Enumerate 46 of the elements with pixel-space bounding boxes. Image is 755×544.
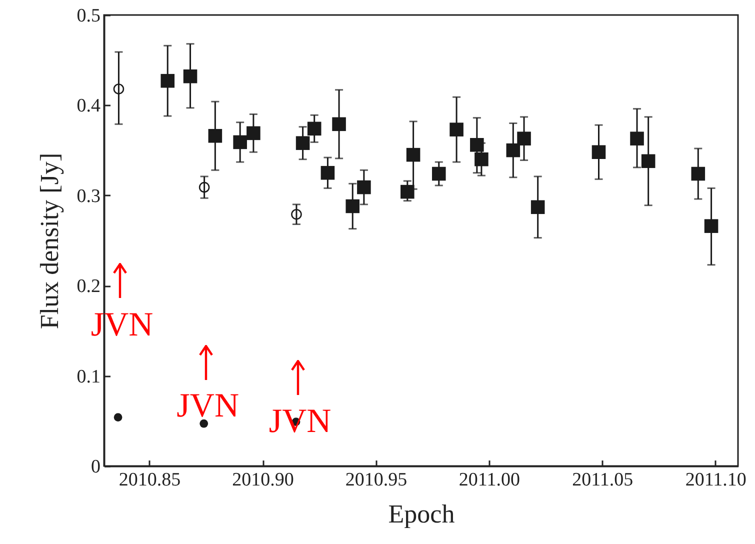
point bbox=[432, 166, 446, 181]
y-tick-label: 0.2 bbox=[76, 276, 100, 298]
y-tick-label: 0.4 bbox=[76, 96, 101, 117]
point bbox=[246, 126, 260, 140]
point bbox=[208, 128, 222, 143]
y-axis-title: Flux density [Jy] bbox=[34, 152, 64, 330]
point bbox=[291, 208, 302, 220]
x-tick-label: 2010.90 bbox=[232, 470, 294, 490]
point bbox=[704, 219, 718, 233]
x-axis-title: Epoch bbox=[388, 500, 455, 528]
point bbox=[233, 135, 247, 150]
point bbox=[160, 74, 175, 88]
point bbox=[332, 117, 346, 132]
point bbox=[357, 180, 371, 194]
point bbox=[296, 136, 310, 150]
point bbox=[470, 138, 484, 152]
x-tick-label: 2011.00 bbox=[458, 470, 520, 490]
y-tick-label: 0.3 bbox=[76, 186, 100, 207]
point bbox=[320, 166, 335, 180]
y-tick-label: 0.1 bbox=[76, 366, 100, 388]
annotation: JVN bbox=[268, 402, 332, 440]
point bbox=[183, 69, 198, 84]
point bbox=[198, 182, 210, 193]
point bbox=[200, 419, 208, 428]
point bbox=[592, 145, 606, 159]
point bbox=[113, 84, 124, 94]
x-tick-label: 2010.95 bbox=[345, 470, 408, 490]
point bbox=[530, 200, 545, 214]
point bbox=[517, 132, 531, 146]
point bbox=[506, 143, 520, 158]
point bbox=[406, 148, 420, 162]
point bbox=[346, 199, 360, 214]
x-tick-label: 2011.10 bbox=[685, 470, 746, 490]
y-tick-label: 0.5 bbox=[76, 6, 100, 26]
point bbox=[691, 166, 706, 181]
point bbox=[450, 122, 464, 136]
x-tick-label: 2010.85 bbox=[118, 470, 181, 490]
annotation: JVN bbox=[176, 388, 240, 425]
point bbox=[641, 154, 656, 168]
x-tick-label: 2011.05 bbox=[572, 470, 634, 490]
point bbox=[400, 184, 414, 199]
point bbox=[307, 122, 322, 136]
y-tick-label: 0 bbox=[91, 456, 100, 478]
point bbox=[114, 413, 122, 422]
point bbox=[630, 132, 644, 146]
point bbox=[474, 152, 488, 166]
